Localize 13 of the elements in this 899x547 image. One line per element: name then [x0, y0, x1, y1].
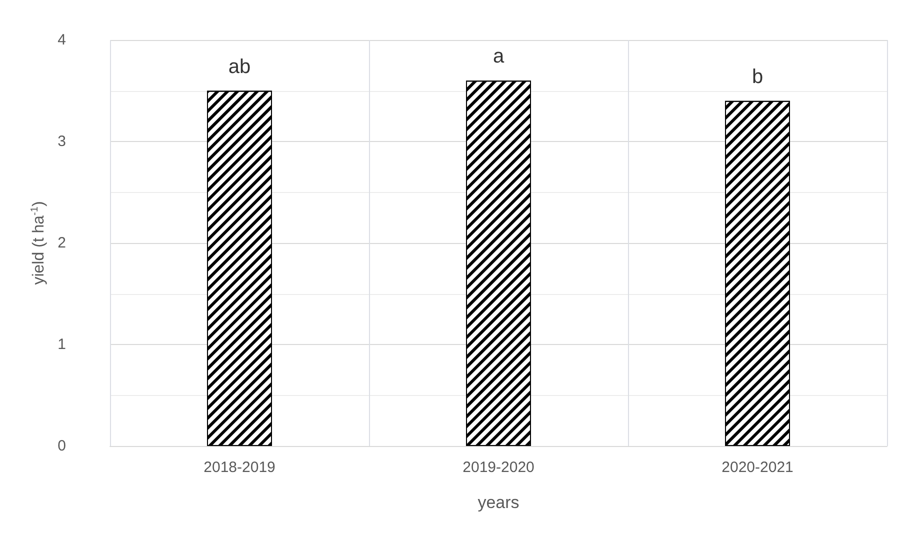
- x-tick-label: 2018-2019: [204, 459, 276, 476]
- annotation: ab: [228, 56, 251, 78]
- y-tick-label: 2: [58, 234, 66, 252]
- annotation: b: [752, 66, 764, 88]
- y-tick-label: 4: [58, 32, 66, 48]
- x-tick-label: 2019-2020: [462, 459, 534, 476]
- x-tick-label: 2020-2021: [722, 459, 794, 476]
- y-tick-label: 1: [58, 336, 66, 353]
- y-tick-label: 0: [58, 438, 66, 454]
- y-tick-label: 3: [58, 133, 66, 150]
- x-axis-title: years: [478, 493, 520, 512]
- annotation: a: [492, 46, 505, 68]
- y-axis-title: yield (t ha-1): [29, 201, 48, 285]
